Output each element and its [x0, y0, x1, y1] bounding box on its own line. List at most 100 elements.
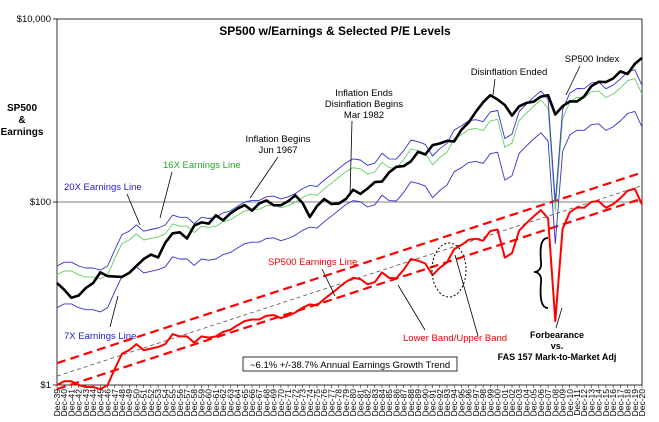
y-tick-label-2: $10,000 [17, 14, 51, 25]
trend-label-box [242, 356, 458, 372]
upper-band-line [56, 171, 643, 365]
annotation-forbearance-1: Forbearance [530, 330, 584, 340]
x-tick-label-66: Dec-05 [529, 389, 539, 417]
series-sp500-earnings-line [56, 187, 643, 391]
annotation-forbearance-pointer [555, 307, 563, 329]
x-tick-label-25: Dec-64 [233, 389, 243, 417]
x-tick-label-71: Dec-10 [565, 389, 575, 417]
x-tick-label-14: Dec-53 [153, 389, 163, 417]
x-tick-label-5: Dec-44 [88, 389, 98, 417]
x-tick-label-78: Dec-17 [615, 389, 625, 417]
x-tick-label-23: Dec-62 [218, 389, 228, 417]
x-tick-label-9: Dec-48 [117, 389, 127, 417]
annotation-inflation-ends-1: Inflation Ends [335, 88, 393, 99]
x-tick-label-61: Dec-00 [493, 389, 503, 417]
x-tick-label-31: Dec-70 [276, 389, 286, 417]
x-tick-label-30: Dec-69 [269, 389, 279, 417]
label-16x-pointer [159, 171, 173, 219]
annotation-forbearance-3: FAS 157 Mark-to-Market Adj [498, 352, 617, 362]
x-tick-label-2: Dec-41 [66, 389, 76, 417]
x-tick-label-10: Dec-49 [124, 389, 134, 417]
x-tick-label-70: Dec-09 [558, 389, 568, 417]
series-7x-earnings-line [56, 110, 643, 313]
y-tick-label-0: $1 [40, 380, 51, 391]
label-7x-earnings-line: 7X Earnings Line [64, 331, 136, 342]
x-tick-label-19: Dec-58 [189, 389, 199, 417]
x-tick-label-81: Dec-20 [637, 389, 647, 417]
x-tick-label-54: Dec-93 [442, 389, 452, 417]
x-tick-label-34: Dec-73 [298, 389, 308, 417]
x-tick-label-28: Dec-67 [254, 389, 264, 417]
x-tick-label-65: Dec-04 [521, 389, 531, 417]
x-tick-label-58: Dec-97 [471, 389, 481, 417]
x-tick-label-72: Dec-11 [572, 389, 582, 416]
x-tick-label-46: Dec-85 [384, 389, 394, 417]
x-tick-label-35: Dec-74 [305, 389, 315, 417]
x-tick-label-68: Dec-07 [543, 389, 553, 417]
x-axis-ticks: Dec-39Dec-40Dec-41Dec-42Dec-43Dec-44Dec-… [52, 385, 647, 416]
annotation-inflation-ends-pointer [349, 120, 353, 197]
x-tick-label-59: Dec-98 [478, 389, 488, 417]
x-tick-label-77: Dec-16 [608, 389, 618, 417]
y-axis-label-line-1: SP500 [7, 103, 37, 114]
x-tick-label-49: Dec-88 [406, 389, 416, 417]
x-tick-label-21: Dec-60 [204, 389, 214, 417]
y-tick-label-1: $100 [30, 197, 51, 208]
series-layer [56, 56, 643, 391]
annotation-inflation-ends-3: Mar 1982 [344, 110, 384, 121]
y-axis-label-line-2: & [18, 115, 25, 126]
band-highlight-circle [431, 242, 467, 298]
x-tick-label-60: Dec-99 [485, 389, 495, 417]
annotation-inflation-ends-2: Disinflation Begins [325, 99, 403, 110]
x-tick-label-26: Dec-65 [240, 389, 250, 417]
series-16x-earnings-line [56, 78, 643, 280]
annotation-sp500-index-pointer [565, 65, 581, 96]
label-lower-upper-band: Lower Band/Upper Band [403, 333, 507, 344]
annotation-disinflation-pointer [492, 78, 496, 96]
trend-line [56, 185, 643, 377]
annotation-inflation-begins-2: Jun 1967 [258, 145, 297, 156]
y-axis-ticks: $1 $100 $10,000 [17, 14, 57, 391]
x-tick-label-41: Dec-80 [348, 389, 358, 417]
x-tick-label-44: Dec-83 [370, 389, 380, 417]
x-tick-label-55: Dec-94 [449, 389, 459, 417]
annotation-forbearance-2: vs. [551, 341, 564, 351]
x-tick-label-69: Dec-08 [550, 389, 560, 417]
x-tick-label-39: Dec-78 [334, 389, 344, 417]
label-20x-earnings-line: 20X Earnings Line [64, 182, 142, 193]
x-tick-label-6: Dec-45 [95, 389, 105, 417]
label-16x-earnings-line: 16X Earnings Line [163, 160, 241, 171]
label-band-pointer-2 [454, 254, 479, 337]
x-tick-label-75: Dec-14 [594, 389, 604, 417]
annotation-sp500-index: SP500 Index [565, 54, 620, 65]
x-tick-label-53: Dec-92 [435, 389, 445, 417]
x-tick-label-57: Dec-96 [464, 389, 474, 417]
x-tick-label-11: Dec-50 [131, 389, 141, 417]
x-tick-label-8: Dec-47 [110, 389, 120, 417]
x-tick-label-38: Dec-77 [326, 389, 336, 417]
x-tick-label-50: Dec-89 [413, 389, 423, 417]
x-tick-label-42: Dec-81 [355, 389, 365, 417]
x-tick-label-7: Dec-46 [103, 389, 113, 417]
trend-label: ~6.1% +/-38.7% Annual Earnings Growth Tr… [250, 360, 450, 371]
series-sp500-index [56, 56, 643, 300]
x-tick-label-43: Dec-82 [363, 389, 373, 417]
annotation-inflation-begins-1: Inflation Begins [246, 134, 311, 145]
annotation-disinflation-ended: Disinflation Ended [471, 67, 548, 78]
x-tick-label-74: Dec-13 [586, 389, 596, 417]
lower-band-line [56, 197, 643, 391]
x-tick-label-64: Dec-03 [514, 389, 524, 417]
x-tick-label-62: Dec-01 [500, 389, 510, 417]
x-tick-label-48: Dec-87 [399, 389, 409, 417]
x-tick-label-36: Dec-75 [312, 389, 322, 417]
label-band-pointer-1 [397, 284, 426, 331]
x-tick-label-13: Dec-52 [146, 389, 156, 417]
x-tick-label-51: Dec-90 [420, 389, 430, 417]
label-earnings-pointer [321, 268, 336, 297]
x-tick-label-22: Dec-61 [211, 389, 221, 417]
x-tick-label-4: Dec-43 [81, 389, 91, 417]
x-tick-label-33: Dec-72 [290, 389, 300, 417]
x-tick-label-20: Dec-59 [196, 389, 206, 417]
x-tick-label-27: Dec-66 [247, 389, 257, 417]
